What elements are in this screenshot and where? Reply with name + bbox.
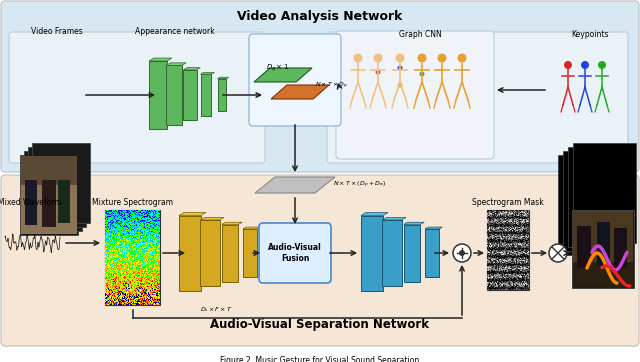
Bar bbox=[166, 66, 182, 125]
Circle shape bbox=[397, 83, 403, 88]
Bar bbox=[563, 151, 626, 251]
Polygon shape bbox=[166, 63, 186, 66]
FancyBboxPatch shape bbox=[9, 32, 265, 163]
Bar bbox=[597, 222, 610, 266]
Bar bbox=[58, 180, 70, 223]
Bar bbox=[25, 180, 37, 225]
Text: $D_s\times F\times T$: $D_s\times F\times T$ bbox=[200, 305, 232, 314]
Bar bbox=[572, 210, 634, 288]
Text: $N\times T\times D_p$: $N\times T\times D_p$ bbox=[315, 81, 348, 91]
Bar bbox=[218, 79, 227, 111]
Polygon shape bbox=[149, 58, 172, 61]
Text: Video Analysis Network: Video Analysis Network bbox=[237, 10, 403, 23]
Text: Graph CNN: Graph CNN bbox=[399, 30, 442, 39]
Polygon shape bbox=[382, 217, 406, 220]
Polygon shape bbox=[221, 222, 242, 224]
Bar bbox=[200, 74, 211, 116]
Bar bbox=[183, 70, 196, 120]
Polygon shape bbox=[183, 68, 200, 70]
Bar bbox=[179, 215, 201, 290]
Text: Audio Output: Audio Output bbox=[577, 198, 628, 207]
Bar bbox=[573, 211, 633, 287]
Text: Audio-Visual Separation Network: Audio-Visual Separation Network bbox=[211, 318, 429, 331]
Bar bbox=[425, 229, 439, 277]
Bar bbox=[200, 220, 220, 286]
Text: Keypoints: Keypoints bbox=[572, 30, 609, 39]
Polygon shape bbox=[179, 212, 206, 215]
Circle shape bbox=[376, 70, 381, 75]
Polygon shape bbox=[200, 217, 224, 220]
Bar bbox=[149, 61, 167, 129]
Text: Figure 2. Music Gesture for Visual Sound Separation: Figure 2. Music Gesture for Visual Sound… bbox=[220, 356, 420, 362]
Bar bbox=[21, 156, 77, 185]
Bar bbox=[42, 180, 56, 227]
Circle shape bbox=[397, 66, 403, 71]
Polygon shape bbox=[361, 212, 388, 215]
Circle shape bbox=[458, 54, 467, 63]
Polygon shape bbox=[425, 227, 442, 229]
Circle shape bbox=[438, 54, 447, 63]
Circle shape bbox=[564, 61, 572, 69]
Polygon shape bbox=[243, 227, 260, 229]
Bar bbox=[573, 143, 636, 243]
Bar bbox=[361, 215, 383, 290]
Polygon shape bbox=[254, 68, 312, 82]
Circle shape bbox=[417, 54, 426, 63]
Bar bbox=[404, 224, 420, 282]
Bar bbox=[573, 262, 633, 287]
Bar bbox=[28, 147, 86, 227]
Text: $D_a\times1$: $D_a\times1$ bbox=[266, 63, 289, 73]
Bar bbox=[20, 155, 78, 235]
FancyBboxPatch shape bbox=[1, 175, 639, 346]
Bar bbox=[24, 151, 82, 231]
Circle shape bbox=[459, 250, 465, 256]
Polygon shape bbox=[404, 222, 424, 224]
Bar bbox=[221, 224, 238, 282]
Bar bbox=[21, 156, 77, 234]
Polygon shape bbox=[218, 77, 228, 79]
Bar bbox=[105, 210, 160, 305]
Bar bbox=[243, 229, 257, 277]
Text: Mixture Spectrogram: Mixture Spectrogram bbox=[93, 198, 173, 207]
Bar bbox=[568, 147, 631, 247]
FancyBboxPatch shape bbox=[336, 31, 494, 159]
Text: Audio-Visual
Fusion: Audio-Visual Fusion bbox=[268, 243, 322, 264]
Text: $N\times T\times(D_p + D_a)$: $N\times T\times(D_p + D_a)$ bbox=[333, 180, 386, 190]
Circle shape bbox=[549, 244, 567, 262]
Text: Appearance network: Appearance network bbox=[135, 27, 215, 36]
Bar bbox=[614, 228, 627, 268]
Circle shape bbox=[374, 54, 383, 63]
Bar bbox=[558, 155, 621, 255]
FancyBboxPatch shape bbox=[327, 32, 628, 163]
Circle shape bbox=[419, 72, 424, 76]
FancyBboxPatch shape bbox=[1, 1, 639, 172]
Bar bbox=[487, 210, 529, 290]
Polygon shape bbox=[271, 85, 329, 99]
Text: Spectrogram Mask: Spectrogram Mask bbox=[472, 198, 544, 207]
Polygon shape bbox=[255, 177, 335, 193]
Circle shape bbox=[353, 54, 362, 63]
Bar bbox=[32, 143, 90, 223]
Circle shape bbox=[396, 54, 404, 63]
Bar bbox=[577, 226, 591, 268]
Bar bbox=[382, 220, 402, 286]
Polygon shape bbox=[200, 72, 214, 74]
Text: Video Frames: Video Frames bbox=[31, 27, 83, 36]
Circle shape bbox=[598, 61, 606, 69]
FancyBboxPatch shape bbox=[249, 34, 341, 126]
Circle shape bbox=[453, 244, 471, 262]
FancyBboxPatch shape bbox=[259, 223, 331, 283]
Text: Mixed Waveform: Mixed Waveform bbox=[0, 198, 62, 207]
Circle shape bbox=[581, 61, 589, 69]
